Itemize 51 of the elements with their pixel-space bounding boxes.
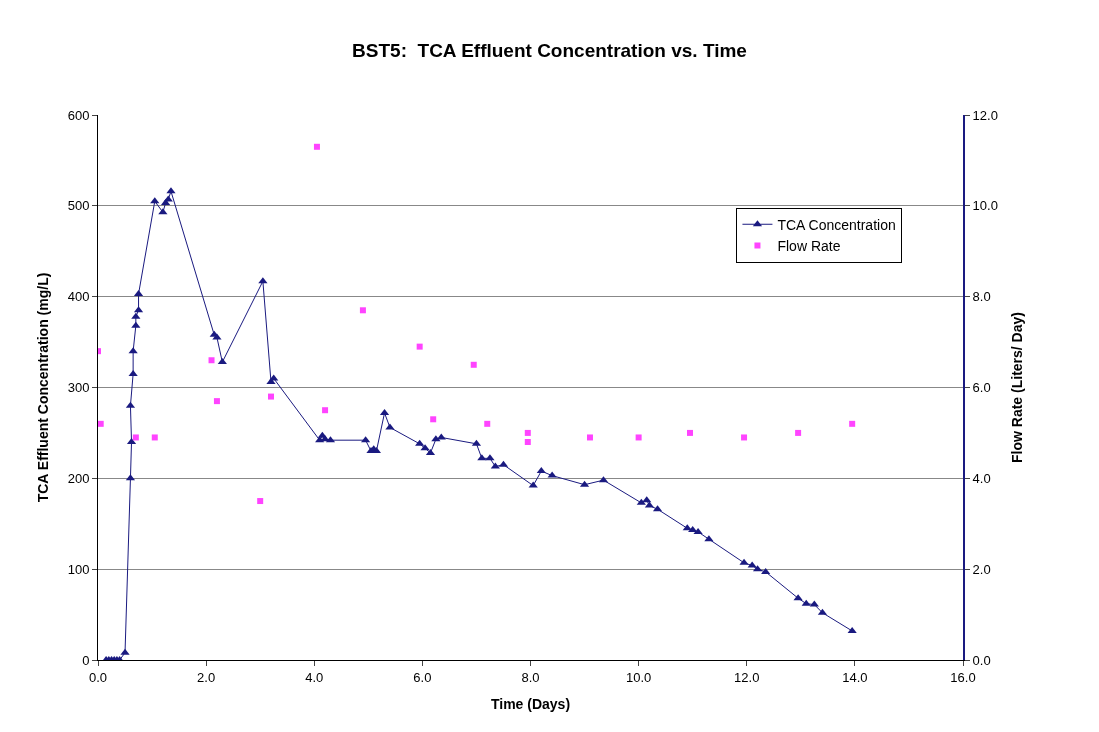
x-tick-label: 0.0 bbox=[88, 669, 108, 685]
y2-tick-label: 12.0 bbox=[972, 107, 998, 123]
point bbox=[524, 429, 531, 436]
point bbox=[849, 420, 856, 427]
point bbox=[322, 407, 329, 414]
point bbox=[416, 343, 423, 350]
x-tick-label: 12.0 bbox=[734, 669, 760, 685]
x-tick-label: 16.0 bbox=[950, 669, 976, 685]
y2-tick-label: 10.0 bbox=[972, 198, 998, 214]
point bbox=[586, 434, 593, 441]
point bbox=[359, 307, 366, 314]
x-tick-label: 6.0 bbox=[413, 669, 432, 685]
y2-tick-label: 2.0 bbox=[972, 561, 991, 577]
point bbox=[741, 434, 748, 441]
x-tick-label: 4.0 bbox=[305, 669, 324, 685]
point bbox=[795, 429, 802, 436]
y2-tick-label: 4.0 bbox=[972, 470, 991, 486]
point bbox=[98, 420, 104, 427]
y-tick-label: 600 bbox=[67, 107, 90, 123]
point bbox=[151, 434, 158, 441]
point bbox=[208, 357, 215, 364]
y2-tick-label: 6.0 bbox=[972, 380, 991, 396]
point bbox=[635, 434, 642, 441]
x-tick-label: 2.0 bbox=[197, 669, 216, 685]
point bbox=[268, 393, 274, 400]
point bbox=[213, 398, 220, 405]
point bbox=[686, 429, 693, 436]
point bbox=[430, 416, 437, 423]
point bbox=[484, 420, 491, 427]
x-tick-label: 10.0 bbox=[625, 669, 652, 685]
point bbox=[524, 439, 531, 445]
y-tick-label: 0 bbox=[82, 652, 90, 668]
point bbox=[470, 361, 477, 368]
y2-tick-label: 0.0 bbox=[972, 652, 991, 668]
y-tick-label: 500 bbox=[67, 198, 90, 214]
y-tick-label: 200 bbox=[67, 470, 90, 486]
x-tick-label: 8.0 bbox=[521, 669, 540, 685]
chart-title: BST5: TCA Effluent Concentration vs. Time bbox=[352, 40, 747, 62]
y-tick-label: 300 bbox=[67, 380, 90, 396]
legend-label: Flow Rate bbox=[777, 237, 841, 254]
point bbox=[313, 143, 320, 150]
y-tick-label: 400 bbox=[67, 289, 90, 305]
y2-tick-label: 8.0 bbox=[972, 289, 991, 305]
x-axis-title: Time (Days) bbox=[490, 695, 571, 712]
point bbox=[132, 434, 139, 441]
legend-label: TCA Concentration bbox=[777, 216, 896, 233]
y-tick-label: 100 bbox=[67, 561, 90, 577]
x-tick-label: 14.0 bbox=[842, 669, 868, 685]
y-axis-title: TCA Effluent Concentration (mg/L) bbox=[35, 272, 52, 503]
point bbox=[257, 498, 264, 505]
y2-axis-title: Flow Rate (Liters/ Day) bbox=[1008, 312, 1025, 463]
